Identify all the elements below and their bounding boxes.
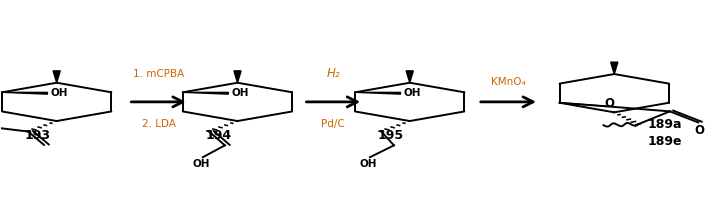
Polygon shape — [183, 92, 229, 94]
Polygon shape — [53, 71, 60, 83]
Text: OH: OH — [403, 88, 421, 98]
Text: Pd/C: Pd/C — [321, 119, 345, 129]
Text: 193: 193 — [24, 129, 51, 142]
Text: 194: 194 — [206, 129, 232, 142]
Polygon shape — [406, 71, 413, 83]
Text: KMnO₄: KMnO₄ — [491, 77, 526, 87]
Text: OH: OH — [193, 159, 210, 169]
Text: H₂: H₂ — [326, 67, 340, 80]
Text: 195: 195 — [377, 129, 404, 142]
Text: 1. mCPBA: 1. mCPBA — [133, 69, 184, 79]
Polygon shape — [234, 71, 241, 83]
Text: OH: OH — [231, 88, 249, 98]
Polygon shape — [355, 92, 400, 94]
Text: 189a: 189a — [648, 118, 682, 131]
Text: O: O — [695, 124, 705, 137]
Text: OH: OH — [50, 88, 68, 98]
Text: 189e: 189e — [648, 135, 682, 148]
Text: O: O — [605, 97, 614, 110]
Polygon shape — [2, 92, 47, 94]
Polygon shape — [610, 62, 618, 74]
Text: OH: OH — [360, 159, 377, 169]
Polygon shape — [559, 103, 605, 106]
Text: 2. LDA: 2. LDA — [142, 119, 175, 129]
